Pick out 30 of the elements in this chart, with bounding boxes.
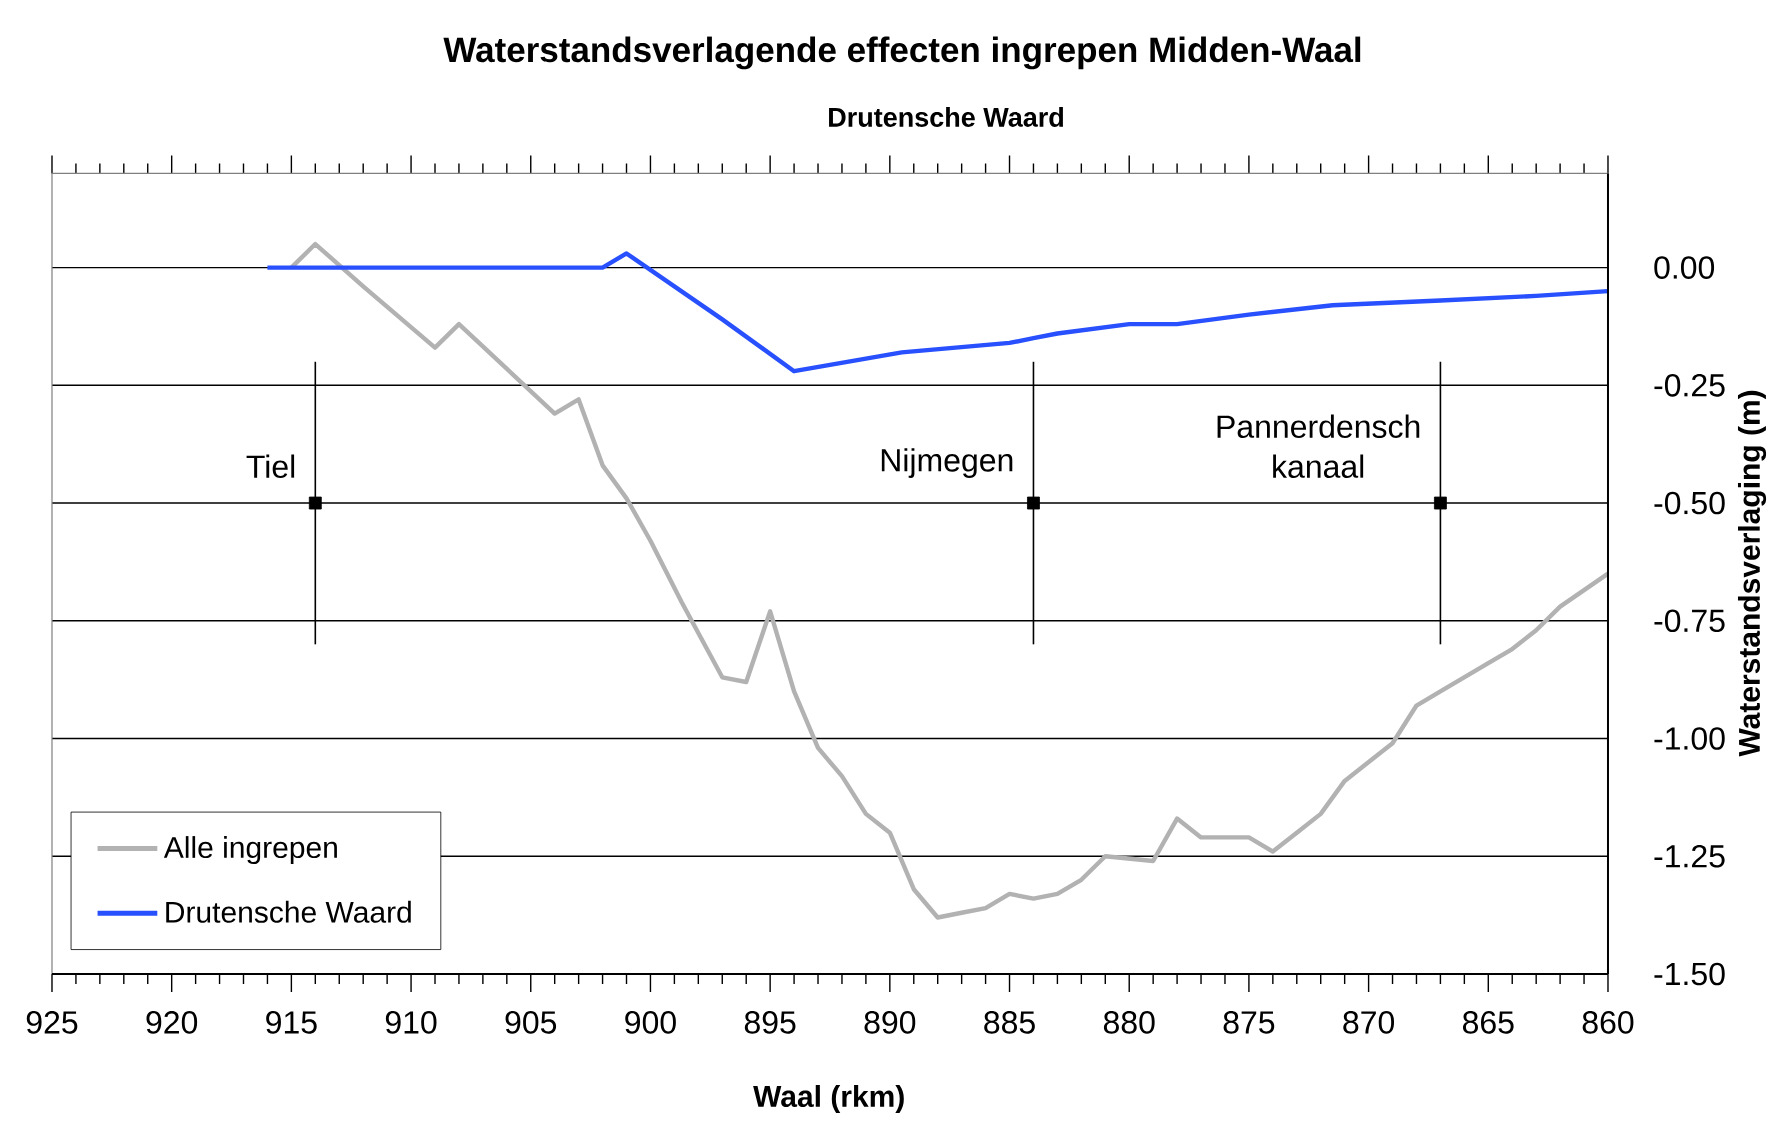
legend-label: Alle ingrepen: [163, 836, 337, 865]
x-tick-label: 885: [984, 1011, 1035, 1034]
x-tick-label: 880: [1103, 1011, 1155, 1034]
chart-title: Waterstandsverlagende effecten ingrepen Midden-Waal: [443, 36, 1361, 70]
y-tick-label: 0.00: [1654, 256, 1715, 279]
annotation: Nijmegen: [881, 448, 1013, 478]
annotation: Pannerdensch kanaal: [1217, 414, 1420, 478]
x-tick-label: 920: [146, 1011, 198, 1034]
y-tick-label: -0.25: [1654, 373, 1725, 397]
x-tick-label: 865: [1462, 1011, 1514, 1034]
x-tick-label: 860: [1582, 1011, 1634, 1034]
x-tick-label: 870: [1343, 1011, 1395, 1034]
x-tick-label: 875: [1223, 1011, 1275, 1034]
x-tick-label: 905: [505, 1011, 557, 1034]
x-tick-label: 890: [864, 1011, 916, 1034]
x-tick-label: 925: [26, 1011, 78, 1034]
x-tick-label: 895: [744, 1011, 796, 1034]
y-tick-label: -1.25: [1654, 844, 1725, 868]
y-tick-label: -0.75: [1654, 609, 1725, 633]
y-axis-title: Waterstandsverlaging (m): [1737, 390, 1767, 757]
y-tick-label: -1.00: [1654, 727, 1725, 750]
x-tick-label: 910: [385, 1011, 437, 1034]
chart-subtitle: Drutensche Waard: [829, 107, 1063, 127]
y-tick-label: -1.50: [1654, 962, 1725, 986]
x-axis-title: Waal (rkm): [753, 1085, 904, 1113]
y-tick-label: -0.50: [1654, 491, 1725, 515]
x-tick-label: 915: [266, 1011, 317, 1034]
annotation: Tiel: [246, 454, 295, 478]
x-tick-label: 900: [625, 1011, 676, 1034]
legend-label: Drutensche Waard: [166, 900, 411, 923]
